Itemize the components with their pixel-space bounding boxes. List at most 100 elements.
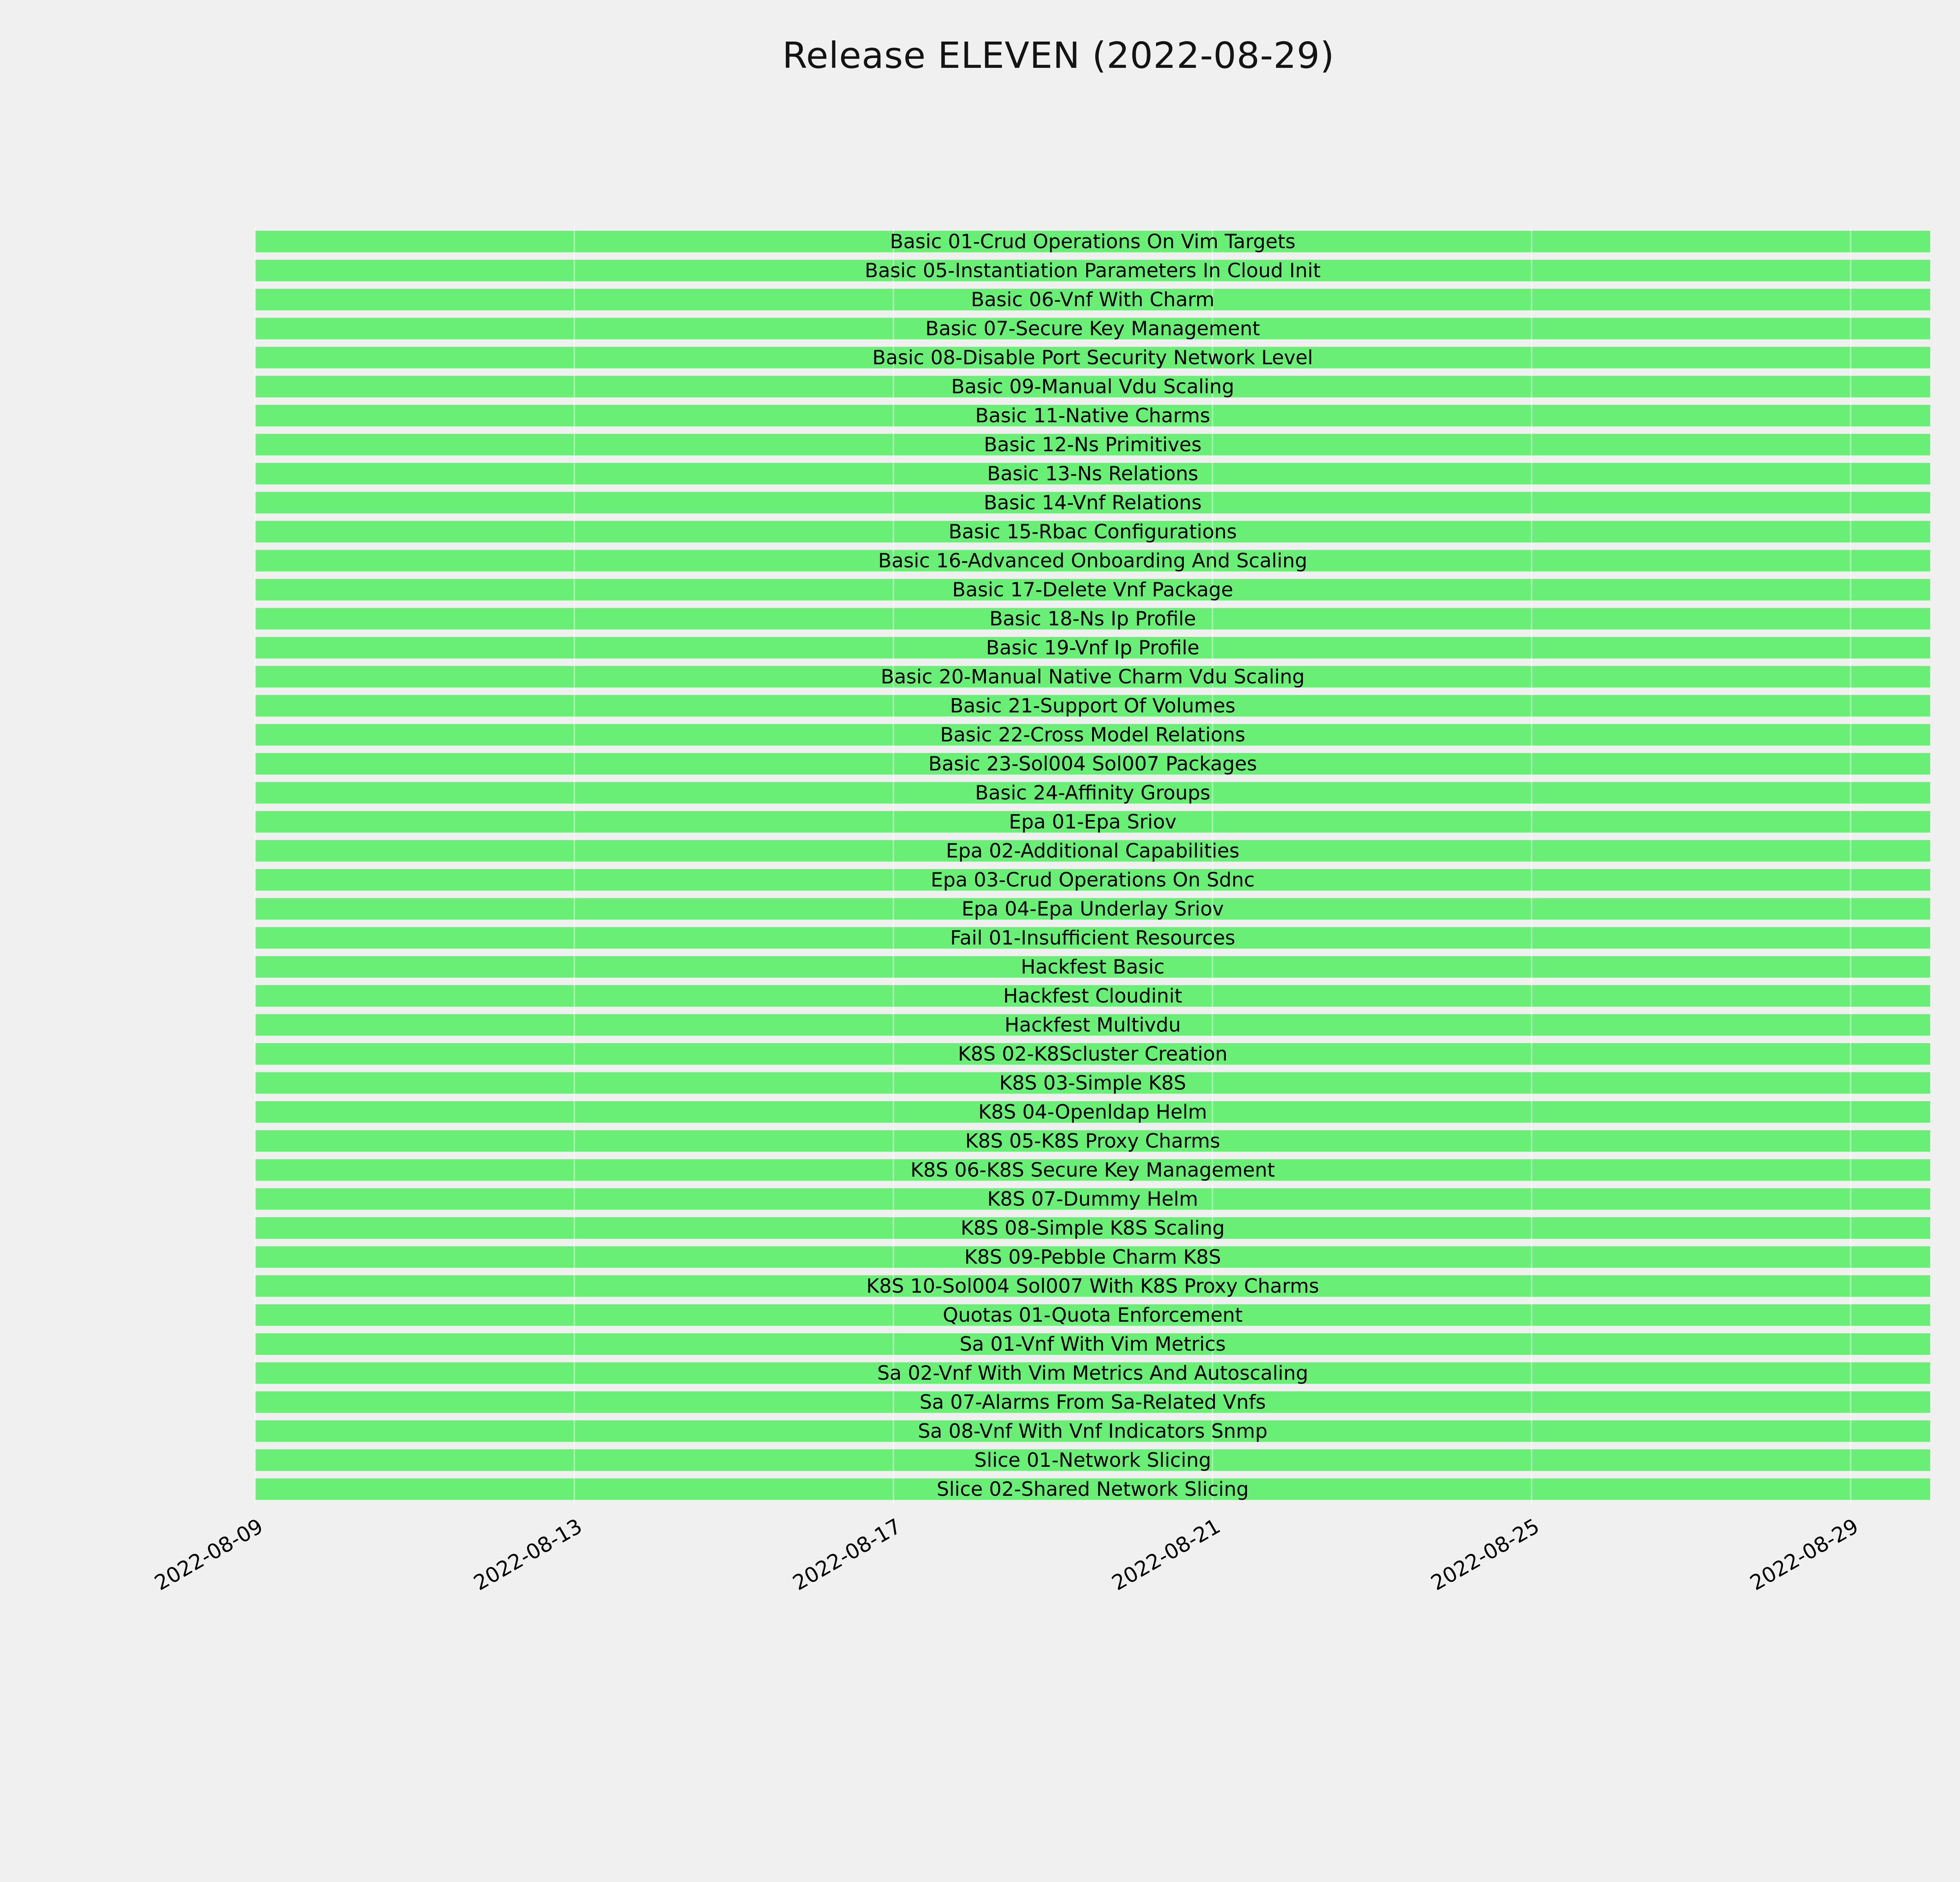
gantt-bar xyxy=(255,463,1930,485)
gantt-bar xyxy=(255,753,1930,775)
gantt-bar xyxy=(255,666,1930,688)
gantt-row: Fail 01-Insufficient Resources xyxy=(255,923,1930,952)
gantt-bar xyxy=(255,1449,1930,1471)
gantt-bar xyxy=(255,405,1930,427)
gantt-row: Basic 07-Secure Key Management xyxy=(255,314,1930,343)
gantt-bar-label: Slice 02-Shared Network Slicing xyxy=(936,1478,1249,1501)
gantt-row: Hackfest Basic xyxy=(255,952,1930,981)
gantt-row: K8S 03-Simple K8S xyxy=(255,1068,1930,1097)
gantt-row: Sa 07-Alarms From Sa-Related Vnfs xyxy=(255,1388,1930,1417)
gantt-bar-label: Basic 07-Secure Key Management xyxy=(925,317,1260,340)
gantt-bar xyxy=(255,1130,1930,1152)
gantt-bar xyxy=(255,695,1930,717)
gantt-bar xyxy=(255,376,1930,398)
gantt-row: Basic 24-Affinity Groups xyxy=(255,778,1930,807)
gantt-row: K8S 09-Pebble Charm K8S xyxy=(255,1243,1930,1272)
gantt-bar-label: Hackfest Cloudinit xyxy=(1003,985,1182,1007)
x-tick-label: 2022-08-17 xyxy=(789,1514,906,1595)
gantt-bar-label: Basic 13-Ns Relations xyxy=(987,462,1198,485)
gantt-bar xyxy=(255,260,1930,282)
gantt-row: K8S 10-Sol004 Sol007 With K8S Proxy Char… xyxy=(255,1272,1930,1301)
x-tick-label: 2022-08-09 xyxy=(151,1514,267,1595)
gantt-row: Sa 01-Vnf With Vim Metrics xyxy=(255,1330,1930,1359)
gantt-bar xyxy=(255,347,1930,369)
gantt-bar xyxy=(255,1246,1930,1268)
gantt-row: Basic 21-Support Of Volumes xyxy=(255,691,1930,720)
gantt-row: Basic 22-Cross Model Relations xyxy=(255,720,1930,749)
gantt-bar-label: K8S 04-Openldap Helm xyxy=(978,1101,1207,1123)
gantt-bar xyxy=(255,1362,1930,1384)
gantt-bar-label: Epa 02-Additional Capabilities xyxy=(946,839,1240,862)
gantt-bar-label: Quotas 01-Quota Enforcement xyxy=(942,1304,1243,1326)
chart-title: Release ELEVEN (2022-08-29) xyxy=(782,35,1335,76)
bars-container: Basic 01-Crud Operations On Vim Targets B… xyxy=(255,227,1930,1504)
gantt-row: K8S 02-K8Scluster Creation xyxy=(255,1039,1930,1068)
gantt-bar xyxy=(255,318,1930,340)
gantt-row: Basic 09-Manual Vdu Scaling xyxy=(255,372,1930,401)
gantt-bar-label: Slice 01-Network Slicing xyxy=(974,1449,1211,1471)
gantt-bar xyxy=(255,1304,1930,1326)
gantt-bar-label: Basic 22-Cross Model Relations xyxy=(940,723,1245,746)
x-tick-label: 2022-08-21 xyxy=(1107,1514,1225,1595)
gantt-row: Hackfest Cloudinit xyxy=(255,981,1930,1010)
gantt-bar-label: Basic 17-Delete Vnf Package xyxy=(952,578,1233,601)
gantt-bar-label: Basic 21-Support Of Volumes xyxy=(950,694,1236,717)
gantt-row: K8S 06-K8S Secure Key Management xyxy=(255,1155,1930,1184)
gantt-row: Basic 13-Ns Relations xyxy=(255,459,1930,488)
gantt-bar-label: K8S 06-K8S Secure Key Management xyxy=(910,1159,1275,1181)
gantt-row: K8S 04-Openldap Helm xyxy=(255,1097,1930,1126)
gantt-bar xyxy=(255,1391,1930,1413)
gantt-bar-label: Sa 02-Vnf With Vim Metrics And Autoscali… xyxy=(877,1362,1308,1384)
gantt-bar xyxy=(255,289,1930,311)
x-tick-label: 2022-08-25 xyxy=(1426,1514,1544,1595)
gantt-bar-label: K8S 02-K8Scluster Creation xyxy=(958,1043,1228,1065)
gantt-bar-label: Basic 12-Ns Primitives xyxy=(984,433,1202,456)
gantt-bar xyxy=(255,898,1930,920)
gantt-bar xyxy=(255,1478,1930,1500)
gantt-row: Sa 02-Vnf With Vim Metrics And Autoscali… xyxy=(255,1359,1930,1388)
gantt-bar xyxy=(255,1043,1930,1065)
gantt-bar-label: Basic 11-Native Charms xyxy=(975,404,1210,427)
gantt-bar xyxy=(255,637,1930,659)
gantt-bar-label: Basic 15-Rbac Configurations xyxy=(948,520,1237,543)
gantt-bar-label: K8S 03-Simple K8S xyxy=(999,1072,1186,1094)
gantt-bar xyxy=(255,724,1930,746)
gantt-row: Basic 15-Rbac Configurations xyxy=(255,517,1930,546)
gantt-bar-label: K8S 10-Sol004 Sol007 With K8S Proxy Char… xyxy=(866,1275,1319,1297)
x-axis: 2022-08-09 2022-08-13 2022-08-17 2022-08-21… xyxy=(151,1509,1930,1673)
gantt-row: Slice 01-Network Slicing xyxy=(255,1446,1930,1475)
gantt-bar-label: Basic 01-Crud Operations On Vim Targets xyxy=(890,230,1296,253)
gantt-bar-label: K8S 08-Simple K8S Scaling xyxy=(960,1217,1225,1239)
gantt-bar-label: Epa 03-Crud Operations On Sdnc xyxy=(931,868,1255,891)
gantt-bar xyxy=(255,492,1930,514)
gantt-bar-label: Fail 01-Insufficient Resources xyxy=(950,926,1236,949)
gantt-bar xyxy=(255,1014,1930,1036)
gantt-bar-label: Epa 01-Epa Sriov xyxy=(1009,810,1177,833)
gantt-row: Hackfest Multivdu xyxy=(255,1010,1930,1039)
gantt-row: Basic 18-Ns Ip Profile xyxy=(255,604,1930,633)
gantt-row: Epa 01-Epa Sriov xyxy=(255,807,1930,836)
gantt-bar xyxy=(255,985,1930,1007)
gantt-bar xyxy=(255,1275,1930,1297)
plot-area: Basic 01-Crud Operations On Vim Targets B… xyxy=(254,227,1930,1504)
gantt-bar xyxy=(255,840,1930,862)
gantt-bar-label: K8S 07-Dummy Helm xyxy=(987,1188,1198,1210)
gantt-bar xyxy=(255,927,1930,949)
gantt-row: Basic 08-Disable Port Security Network L… xyxy=(255,343,1930,372)
gantt-row: Basic 01-Crud Operations On Vim Targets xyxy=(255,227,1930,256)
gantt-row: Basic 14-Vnf Relations xyxy=(255,488,1930,517)
gantt-bar-label: K8S 05-K8S Proxy Charms xyxy=(965,1130,1220,1152)
gantt-bar xyxy=(255,811,1930,833)
gantt-bar-label: Epa 04-Epa Underlay Sriov xyxy=(961,897,1224,920)
gantt-bar xyxy=(255,231,1930,253)
gantt-bar-label: Basic 06-Vnf With Charm xyxy=(971,288,1215,311)
gantt-bar-label: Basic 08-Disable Port Security Network L… xyxy=(872,346,1313,369)
gantt-row: Basic 20-Manual Native Charm Vdu Scaling xyxy=(255,662,1930,691)
gantt-bar xyxy=(255,1072,1930,1094)
gantt-row: K8S 07-Dummy Helm xyxy=(255,1184,1930,1213)
gantt-bar-label: Sa 07-Alarms From Sa-Related Vnfs xyxy=(919,1391,1266,1413)
gantt-bar-label: K8S 09-Pebble Charm K8S xyxy=(964,1246,1221,1268)
gantt-bar-label: Basic 16-Advanced Onboarding And Scaling xyxy=(878,549,1307,572)
gantt-row: Epa 03-Crud Operations On Sdnc xyxy=(255,865,1930,894)
